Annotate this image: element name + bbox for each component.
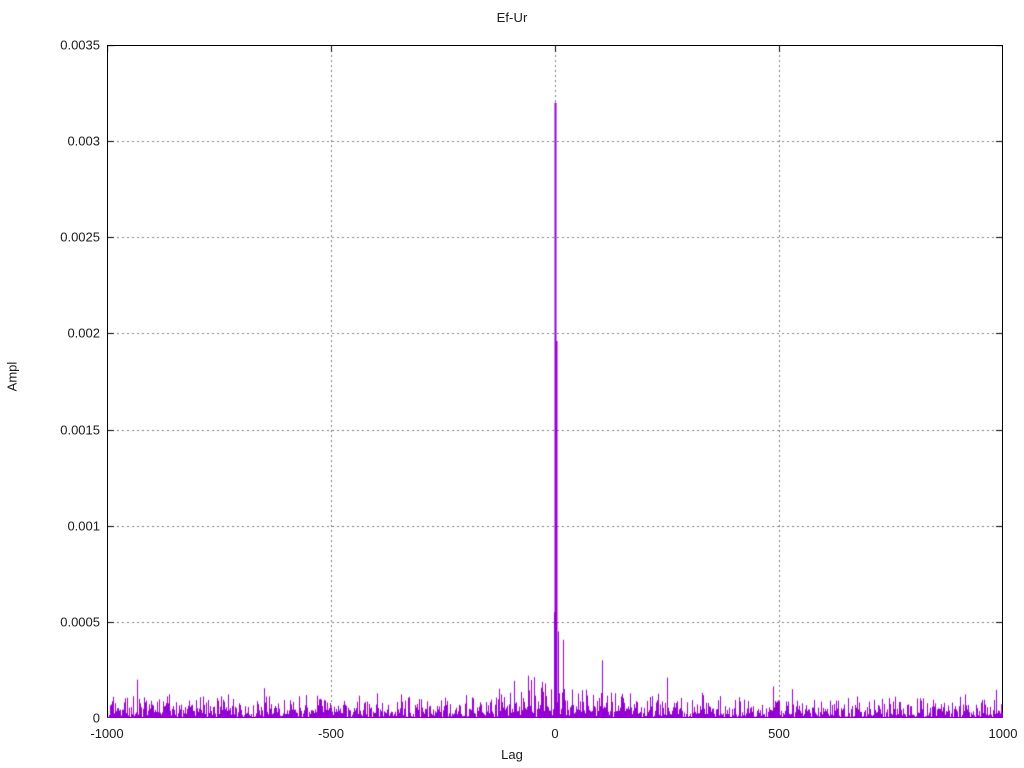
y-axis-label: Ampl xyxy=(4,361,20,392)
x-tick-label: 1000 xyxy=(988,726,1018,741)
y-tick-label: 0.001 xyxy=(67,518,100,534)
y-tick-label: 0.0025 xyxy=(60,229,100,245)
y-tick-label: 0 xyxy=(92,710,100,726)
y-tick-label: 0.0005 xyxy=(60,614,100,630)
x-tick-label: 500 xyxy=(768,726,790,741)
x-tick-label: 0 xyxy=(551,726,559,741)
x-tick-label: -1000 xyxy=(90,726,124,741)
y-tick-label: 0.003 xyxy=(67,133,100,149)
plot-canvas xyxy=(107,45,1003,718)
y-tick-label: 0.0035 xyxy=(60,37,100,53)
y-axis-tick-labels: 0 0.0005 0.001 0.0015 0.002 0.0025 0.003 0.0035 xyxy=(8,0,100,768)
chart-title: Ef-Ur xyxy=(496,10,528,25)
x-tick-label: -500 xyxy=(317,726,345,741)
y-tick-label: 0.002 xyxy=(67,325,100,341)
y-tick-label: 0.0015 xyxy=(60,422,100,438)
x-axis-label: Lag xyxy=(501,747,523,762)
